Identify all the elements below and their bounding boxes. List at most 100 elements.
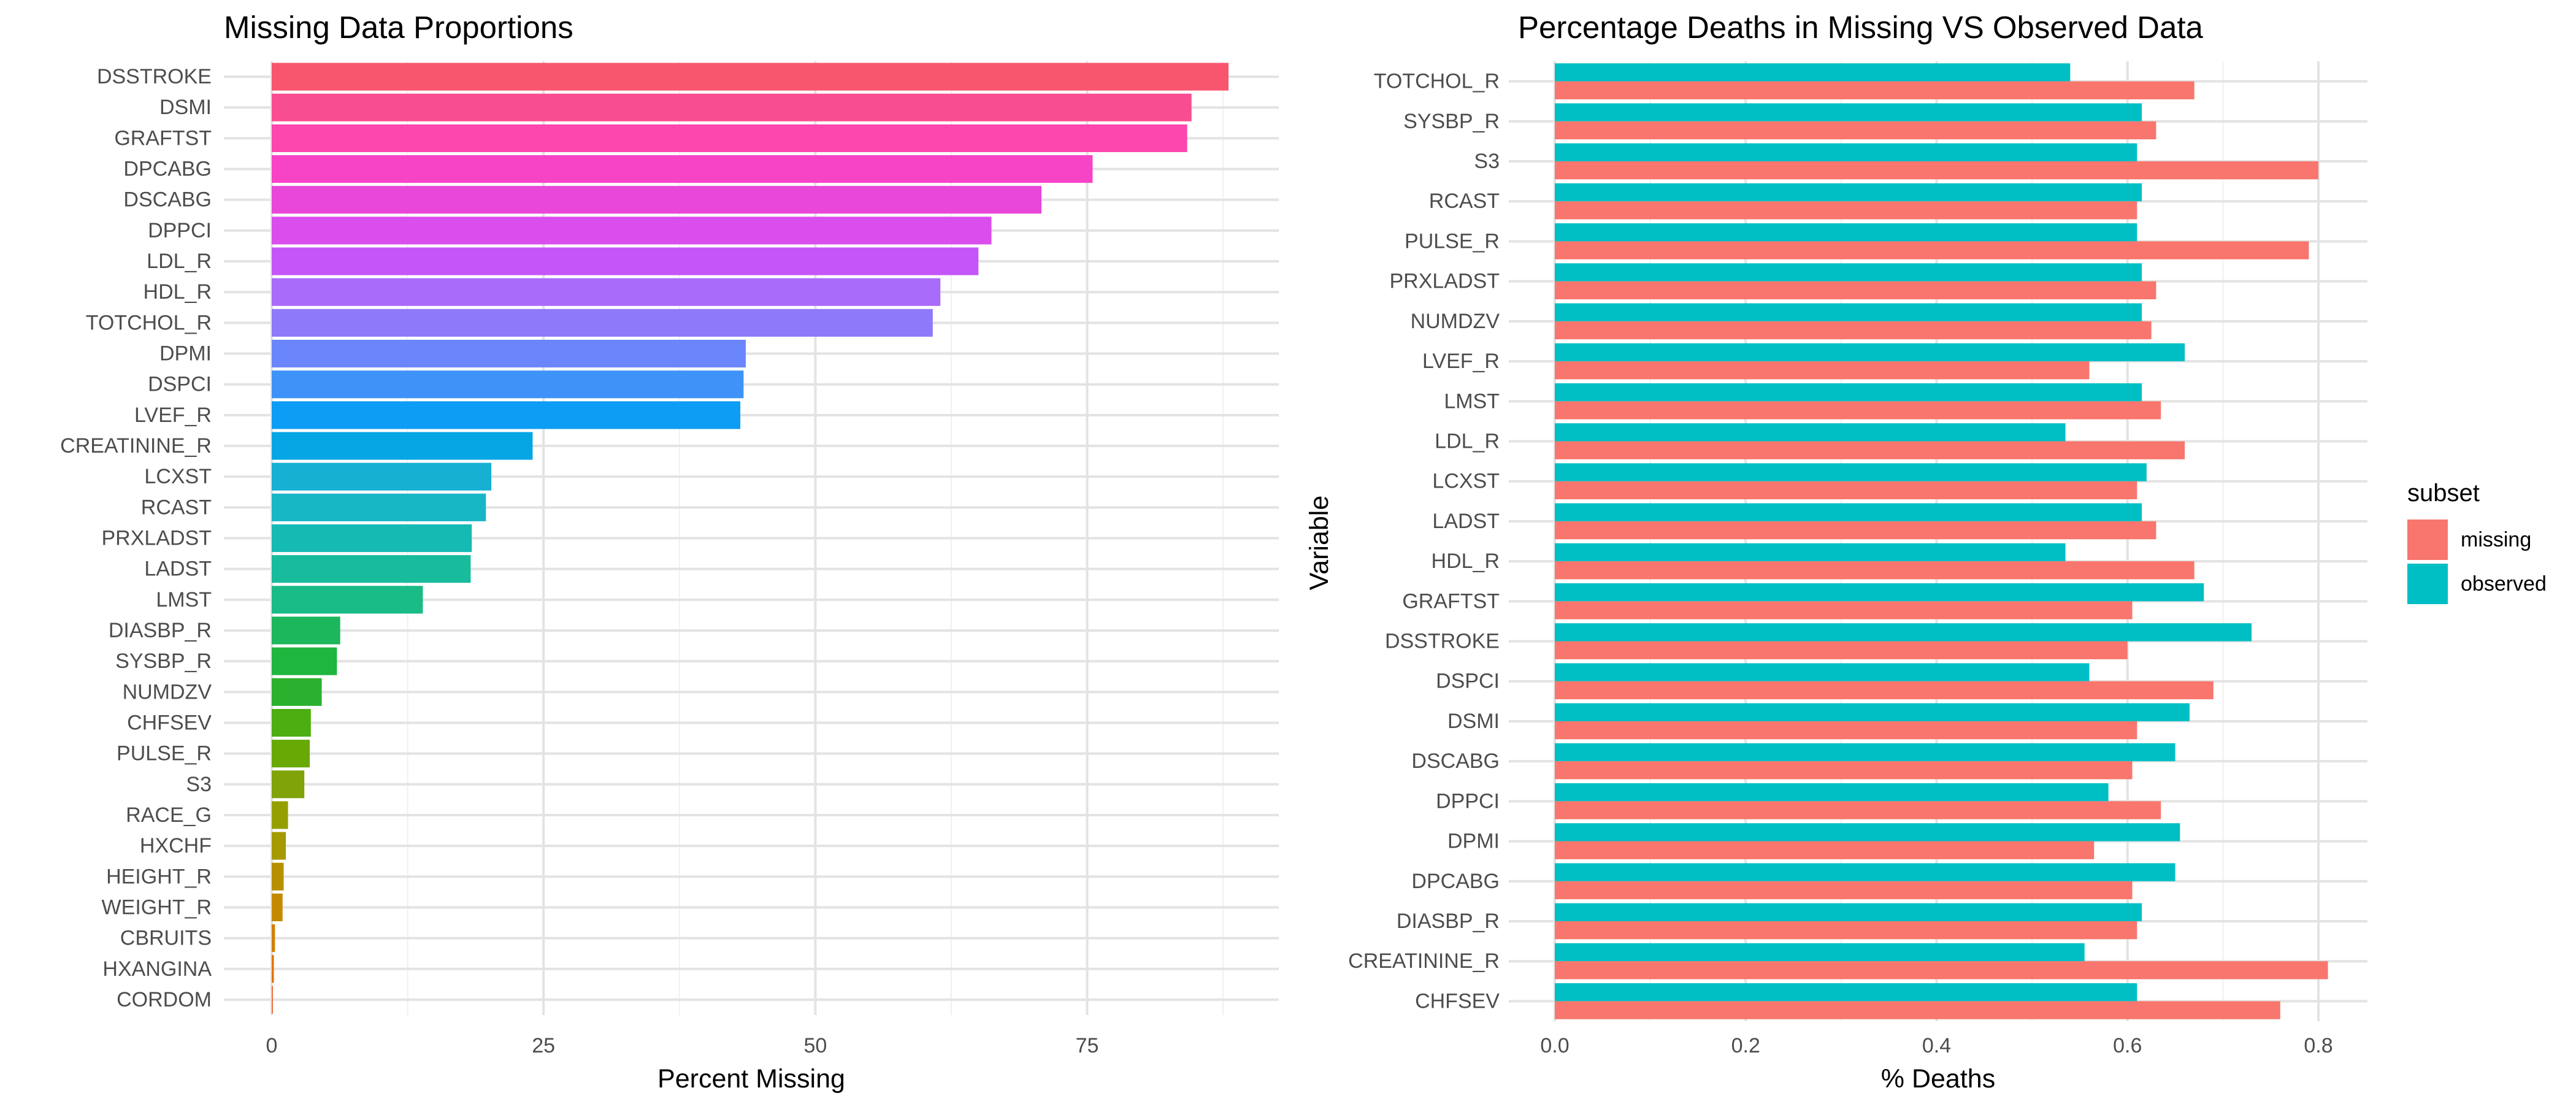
x-tick-label: 0.4 [1922, 1034, 1951, 1057]
y-tick-label: RCAST [1429, 190, 1500, 213]
y-tick-label: CBRUITS [120, 927, 212, 950]
bar-rcast [272, 493, 486, 521]
y-tick-label: LVEF_R [1422, 350, 1500, 373]
y-tick-label: DSSTROKE [97, 65, 212, 88]
bar-observed-lmst [1555, 383, 2142, 402]
x-tick-label: 0.6 [2113, 1034, 2142, 1057]
y-tick-label: NUMDZV [1411, 310, 1500, 333]
y-tick-label: GRAFTST [114, 126, 212, 150]
bar-missing-graftst [1555, 601, 2133, 619]
y-tick-label: CREATININE_R [60, 434, 212, 458]
bar-observed-dsmi [1555, 703, 2190, 721]
bar-pulse_r [272, 740, 310, 768]
bar-observed-graftst [1555, 583, 2204, 602]
y-tick-label: RACE_G [126, 803, 212, 827]
bar-dppci [272, 217, 992, 245]
bar-height_r [272, 862, 284, 891]
legend-label-observed: observed [2461, 572, 2547, 596]
bar-dscabg [272, 186, 1042, 214]
x-tick-label: 0 [266, 1034, 278, 1057]
y-tick-label: LVEF_R [134, 404, 212, 427]
bar-missing-lmst [1555, 401, 2161, 420]
chart-title: Percentage Deaths in Missing VS Observed… [1518, 10, 2204, 45]
bar-dsmi [272, 93, 1192, 121]
bar-missing-lcxst [1555, 481, 2137, 500]
y-tick-label: SYSBP_R [115, 650, 212, 673]
y-tick-label: GRAFTST [1402, 589, 1500, 613]
bar-missing-numdzv [1555, 321, 2152, 340]
x-tick-label: 25 [532, 1034, 555, 1057]
bar-weight_r [272, 893, 283, 922]
bar-prxladst [272, 524, 472, 553]
bar-missing-totchol_r [1555, 81, 2195, 99]
bar-graftst [272, 124, 1187, 152]
bar-missing-dspci [1555, 681, 2214, 700]
y-tick-label: DSCABG [1411, 749, 1500, 773]
bar-observed-totchol_r [1555, 63, 2071, 82]
bar-dpcabg [272, 155, 1093, 183]
bar-observed-dsstroke [1555, 623, 2252, 642]
bar-hxangina [272, 955, 274, 983]
bar-chfsev [272, 708, 311, 737]
y-tick-label: HDL_R [1432, 550, 1500, 573]
deaths-comparison-panel: TOTCHOL_R SYSBP_R S3 RCAST PULSE_R PRXLADST NU… [1305, 10, 2547, 1094]
y-tick-label: DPPCI [1436, 789, 1500, 813]
y-tick-label: PRXLADST [1390, 270, 1500, 293]
bar-observed-lvef_r [1555, 343, 2185, 362]
y-tick-label: RCAST [141, 496, 212, 519]
y-tick-label: S3 [1474, 150, 1500, 173]
bar-observed-prxladst [1555, 263, 2142, 282]
bar-observed-dspci [1555, 663, 2090, 681]
bar-observed-hdl_r [1555, 543, 2066, 562]
y-tick-label: S3 [186, 773, 212, 796]
bar-observed-s3 [1555, 143, 2137, 162]
y-tick-label: DSPCI [148, 373, 212, 396]
y-tick-label: DPPCI [148, 219, 212, 242]
y-tick-label: DSCABG [123, 188, 212, 212]
bar-diasbp_r [272, 616, 340, 645]
bar-dpmi [272, 339, 746, 368]
bar-missing-diasbp_r [1555, 921, 2137, 940]
y-tick-label: LADST [1432, 510, 1500, 533]
x-tick-label: 50 [803, 1034, 827, 1057]
y-tick-label: CHFSEV [127, 711, 212, 734]
y-tick-label: TOTCHOL_R [1374, 70, 1500, 93]
y-tick-label: LMST [1444, 389, 1500, 413]
bar-observed-creatinine_r [1555, 943, 2085, 962]
bar-missing-chfsev [1555, 1001, 2280, 1019]
bar-missing-pulse_r [1555, 241, 2309, 259]
y-tick-label: DPMI [159, 342, 212, 366]
bar-observed-ladst [1555, 503, 2142, 521]
chart-title: Missing Data Proportions [224, 10, 573, 45]
y-tick-label: DPCABG [1411, 870, 1500, 893]
bar-missing-prxladst [1555, 281, 2156, 299]
bar-totchol_r [272, 309, 933, 337]
bar-numdzv [272, 678, 322, 706]
y-tick-label: NUMDZV [123, 680, 212, 703]
bar-missing-dpcabg [1555, 881, 2133, 900]
bar-missing-s3 [1555, 161, 2318, 180]
bar-missing-rcast [1555, 201, 2137, 220]
bar-observed-lcxst [1555, 463, 2147, 481]
y-tick-label: DSSTROKE [1385, 630, 1500, 653]
y-tick-label: WEIGHT_R [102, 895, 212, 919]
x-tick-label: 75 [1076, 1034, 1099, 1057]
bar-missing-lvef_r [1555, 361, 2090, 380]
bar-missing-dscabg [1555, 761, 2133, 780]
bar-observed-dpmi [1555, 823, 2180, 841]
bar-lvef_r [272, 401, 741, 429]
x-tick-label: 0.8 [2304, 1034, 2333, 1057]
bar-observed-dpcabg [1555, 863, 2175, 881]
bar-hxchf [272, 832, 286, 860]
bar-dspci [272, 370, 744, 399]
bar-missing-dsstroke [1555, 641, 2128, 659]
bar-missing-dsmi [1555, 721, 2137, 740]
y-tick-label: HDL_R [144, 280, 212, 304]
bar-observed-ldl_r [1555, 423, 2066, 442]
bar-observed-dppci [1555, 783, 2109, 802]
bar-missing-sysbp_r [1555, 121, 2156, 140]
y-tick-label: DSMI [1447, 710, 1500, 733]
bar-ladst [272, 555, 471, 583]
bar-creatinine_r [272, 432, 533, 460]
